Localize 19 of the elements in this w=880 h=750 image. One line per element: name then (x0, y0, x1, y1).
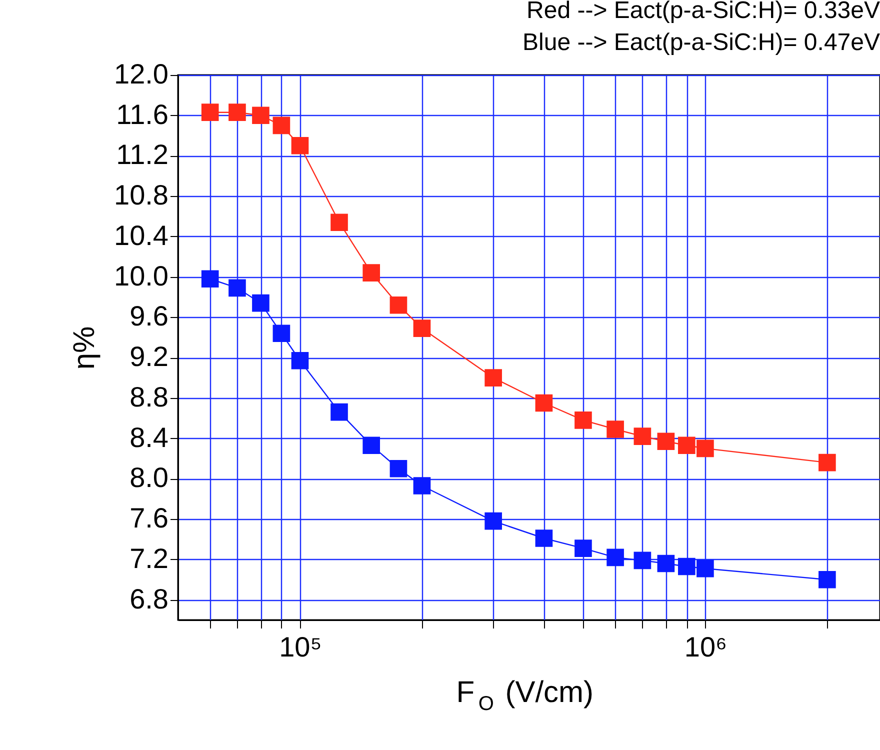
y-tick-label: 10.4 (114, 220, 168, 251)
y-tick-label: 6.8 (130, 583, 168, 614)
y-tick-label: 7.6 (130, 502, 168, 534)
text: Blue --> Eact(p-a-SiC:H)= 0.47eV (522, 29, 880, 56)
y-tick-label: 8.8 (130, 381, 168, 412)
y-tick-label: 8.0 (130, 462, 168, 494)
y-tick-label: 11.2 (116, 139, 168, 170)
y-tick-label: 11.6 (116, 98, 168, 130)
y-tick-label: 10.8 (114, 180, 168, 211)
x-tick-label: 10⁶ (684, 632, 728, 662)
y-tick-label: 7.2 (130, 542, 168, 574)
y-axis-title: η% (68, 326, 102, 370)
y-tick-label: 9.6 (130, 300, 168, 332)
y-tick-label: 8.4 (130, 422, 168, 453)
y-tick-label: 12.0 (114, 58, 168, 90)
y-tick-label: 10.0 (114, 260, 168, 292)
x-tick-label: 10⁵ (279, 632, 322, 662)
text: Red --> Eact(p-a-SiC:H)= 0.33eV (526, 0, 880, 24)
y-tick-label: 9.2 (130, 341, 168, 372)
